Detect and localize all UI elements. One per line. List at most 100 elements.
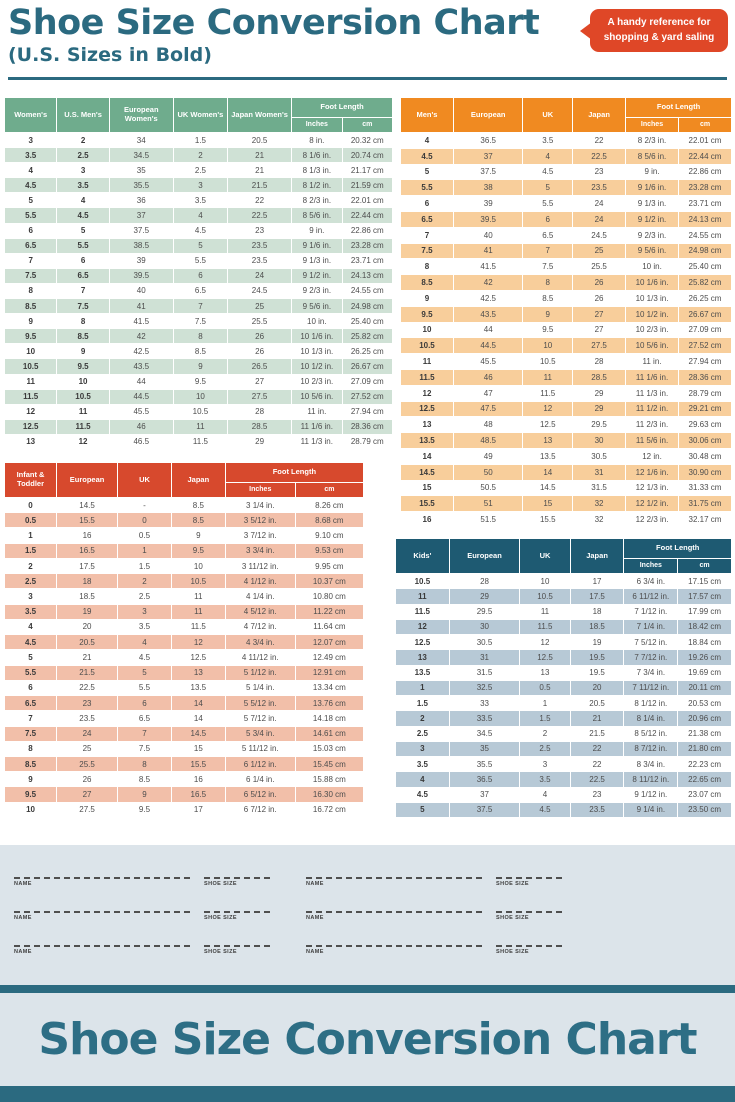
table-cell: 42.5: [108, 343, 174, 360]
table-cell: 30.5: [572, 448, 627, 465]
table-cell: 24: [227, 268, 293, 284]
table-cell: 29.21 cm: [678, 401, 732, 418]
name-write-in-line: [306, 945, 482, 947]
table-cell: 5: [395, 802, 450, 819]
table-cell: 37.5: [108, 223, 174, 239]
shoe-size-write-in-line: [204, 911, 270, 913]
table-cell: 37.5: [448, 802, 521, 819]
table-cell: 25.40 cm: [678, 258, 732, 276]
table-cell: 7 11/12 in.: [623, 680, 679, 697]
name-size-entry: NAME SHOE SIZE: [306, 877, 562, 887]
table-row: 7 40 6.5 24.5 9 2/3 in. 24.55 cm: [400, 227, 732, 244]
shoe-size-write-in-line: [204, 877, 270, 879]
table-cell: 10: [400, 322, 454, 339]
table-cell: 12.5: [395, 634, 450, 651]
table-cell: 11: [170, 588, 226, 605]
table-cell: 16.5: [56, 543, 119, 559]
table-cell: 22.65 cm: [677, 771, 732, 788]
table-cell: 9 5/6 in.: [625, 243, 679, 260]
table-cell: 13.5: [400, 432, 454, 449]
table-cell: 9.95 cm: [294, 558, 365, 575]
table-cell: 7.5: [172, 313, 229, 330]
table-row: 5.5 21.5 5 13 5 1/12 in. 12.91 cm: [3, 665, 365, 681]
banner-title: Shoe Size Conversion Chart: [38, 1014, 697, 1065]
table-cell: 5.5: [172, 253, 229, 269]
table-row: 11 10 44 9.5 27 10 2/3 in. 27.09 cm: [3, 374, 394, 390]
table-cell: 28.36 cm: [341, 419, 394, 435]
table-cell: 15.03 cm: [294, 741, 365, 757]
table-cell: 6: [3, 680, 58, 697]
table-cell: 25.5: [572, 258, 627, 276]
table-cell: 13: [395, 649, 450, 666]
name-write-in-line: [306, 911, 482, 913]
table-row: 12 47 11.5 29 11 1/3 in. 28.79 cm: [400, 385, 732, 402]
column-header: Japan Women's: [227, 97, 293, 133]
column-subheader: cm: [677, 558, 732, 574]
table-cell: 24.5: [572, 227, 627, 244]
table-cell: 5 1/12 in.: [224, 665, 296, 681]
table-cell: 25: [56, 741, 119, 757]
table-cell: 11: [395, 588, 450, 605]
table-cell: 27: [227, 374, 293, 390]
table-cell: 51.5: [452, 511, 524, 528]
table-cell: 10.5: [172, 404, 229, 420]
badge-line-1: A handy reference for: [607, 17, 711, 28]
table-cell: 4 11/12 in.: [224, 649, 296, 666]
table-cell: 7.5: [3, 726, 58, 742]
table-cell: 8.5: [400, 274, 454, 291]
table-cell: 44.5: [452, 337, 524, 355]
table-cell: 21: [56, 649, 119, 666]
table-cell: 5.5: [522, 195, 574, 212]
table-row: 3.5 35.5 3 22 8 3/4 in. 22.23 cm: [395, 756, 732, 773]
table-cell: 17: [569, 573, 625, 590]
table-cell: 8 1/6 in.: [291, 147, 343, 164]
table-row: 2.5 34.5 2 21.5 8 5/12 in. 21.38 cm: [395, 726, 732, 742]
table-cell: 26: [227, 343, 293, 360]
table-row: 7 23.5 6.5 14 5 7/12 in. 14.18 cm: [3, 710, 365, 727]
table-cell: 6 1/4 in.: [224, 771, 296, 788]
table-cell: 10 5/6 in.: [625, 337, 679, 355]
table-cell: 4.5: [400, 148, 454, 165]
column-header: UK Women's: [172, 97, 229, 133]
table-row: 4.5 3.5 35.5 3 21.5 8 1/2 in. 21.59 cm: [3, 177, 394, 194]
table-row: 1.5 33 1 20.5 8 1/12 in. 20.53 cm: [395, 695, 732, 712]
column-header: European: [56, 462, 119, 498]
table-cell: 4: [519, 787, 571, 803]
table-cell: 8 1/4 in.: [623, 710, 679, 727]
table-cell: 8 7/12 in.: [623, 741, 679, 758]
table-cell: 8: [3, 283, 58, 300]
table-cell: 18.84 cm: [677, 634, 732, 651]
table-row: 1 32.5 0.5 20 7 11/12 in. 20.11 cm: [395, 680, 732, 697]
table-cell: 3.5: [519, 771, 571, 788]
name-label: NAME: [14, 915, 32, 921]
table-cell: 10: [522, 337, 574, 355]
table-cell: 15.5: [170, 756, 226, 773]
table-cell: 9.10 cm: [294, 527, 365, 544]
table-cell: 44.5: [108, 389, 174, 405]
table-cell: 0: [3, 497, 58, 514]
table-cell: 37: [108, 207, 174, 224]
table-cell: 9 in.: [291, 223, 343, 239]
table-cell: 11: [170, 604, 226, 620]
table-cell: 5 7/12 in.: [224, 710, 296, 727]
table-cell: 3: [519, 756, 571, 773]
table-cell: 22: [569, 756, 625, 773]
shoe-size-write-in-line: [496, 911, 562, 913]
column-header: Japan: [572, 97, 627, 133]
table-cell: 4: [3, 619, 58, 636]
table-cell: 15: [170, 741, 226, 757]
table-cell: 31.33 cm: [678, 480, 732, 497]
table-cell: 4 7/12 in.: [224, 619, 296, 636]
table-cell: 7 3/4 in.: [623, 665, 679, 681]
table-cell: 6: [522, 211, 574, 228]
table-cell: 10 2/3 in.: [625, 322, 679, 339]
table-cell: 19: [56, 604, 119, 620]
table-cell: 22.23 cm: [677, 756, 732, 773]
table-cell: 10: [3, 802, 58, 819]
table-cell: 31: [572, 464, 627, 481]
table-cell: 23: [56, 695, 119, 712]
table-cell: 8: [172, 328, 229, 345]
table-cell: 31.5: [572, 480, 627, 497]
table-cell: 21: [569, 710, 625, 727]
table-cell: 30.5: [448, 634, 521, 651]
